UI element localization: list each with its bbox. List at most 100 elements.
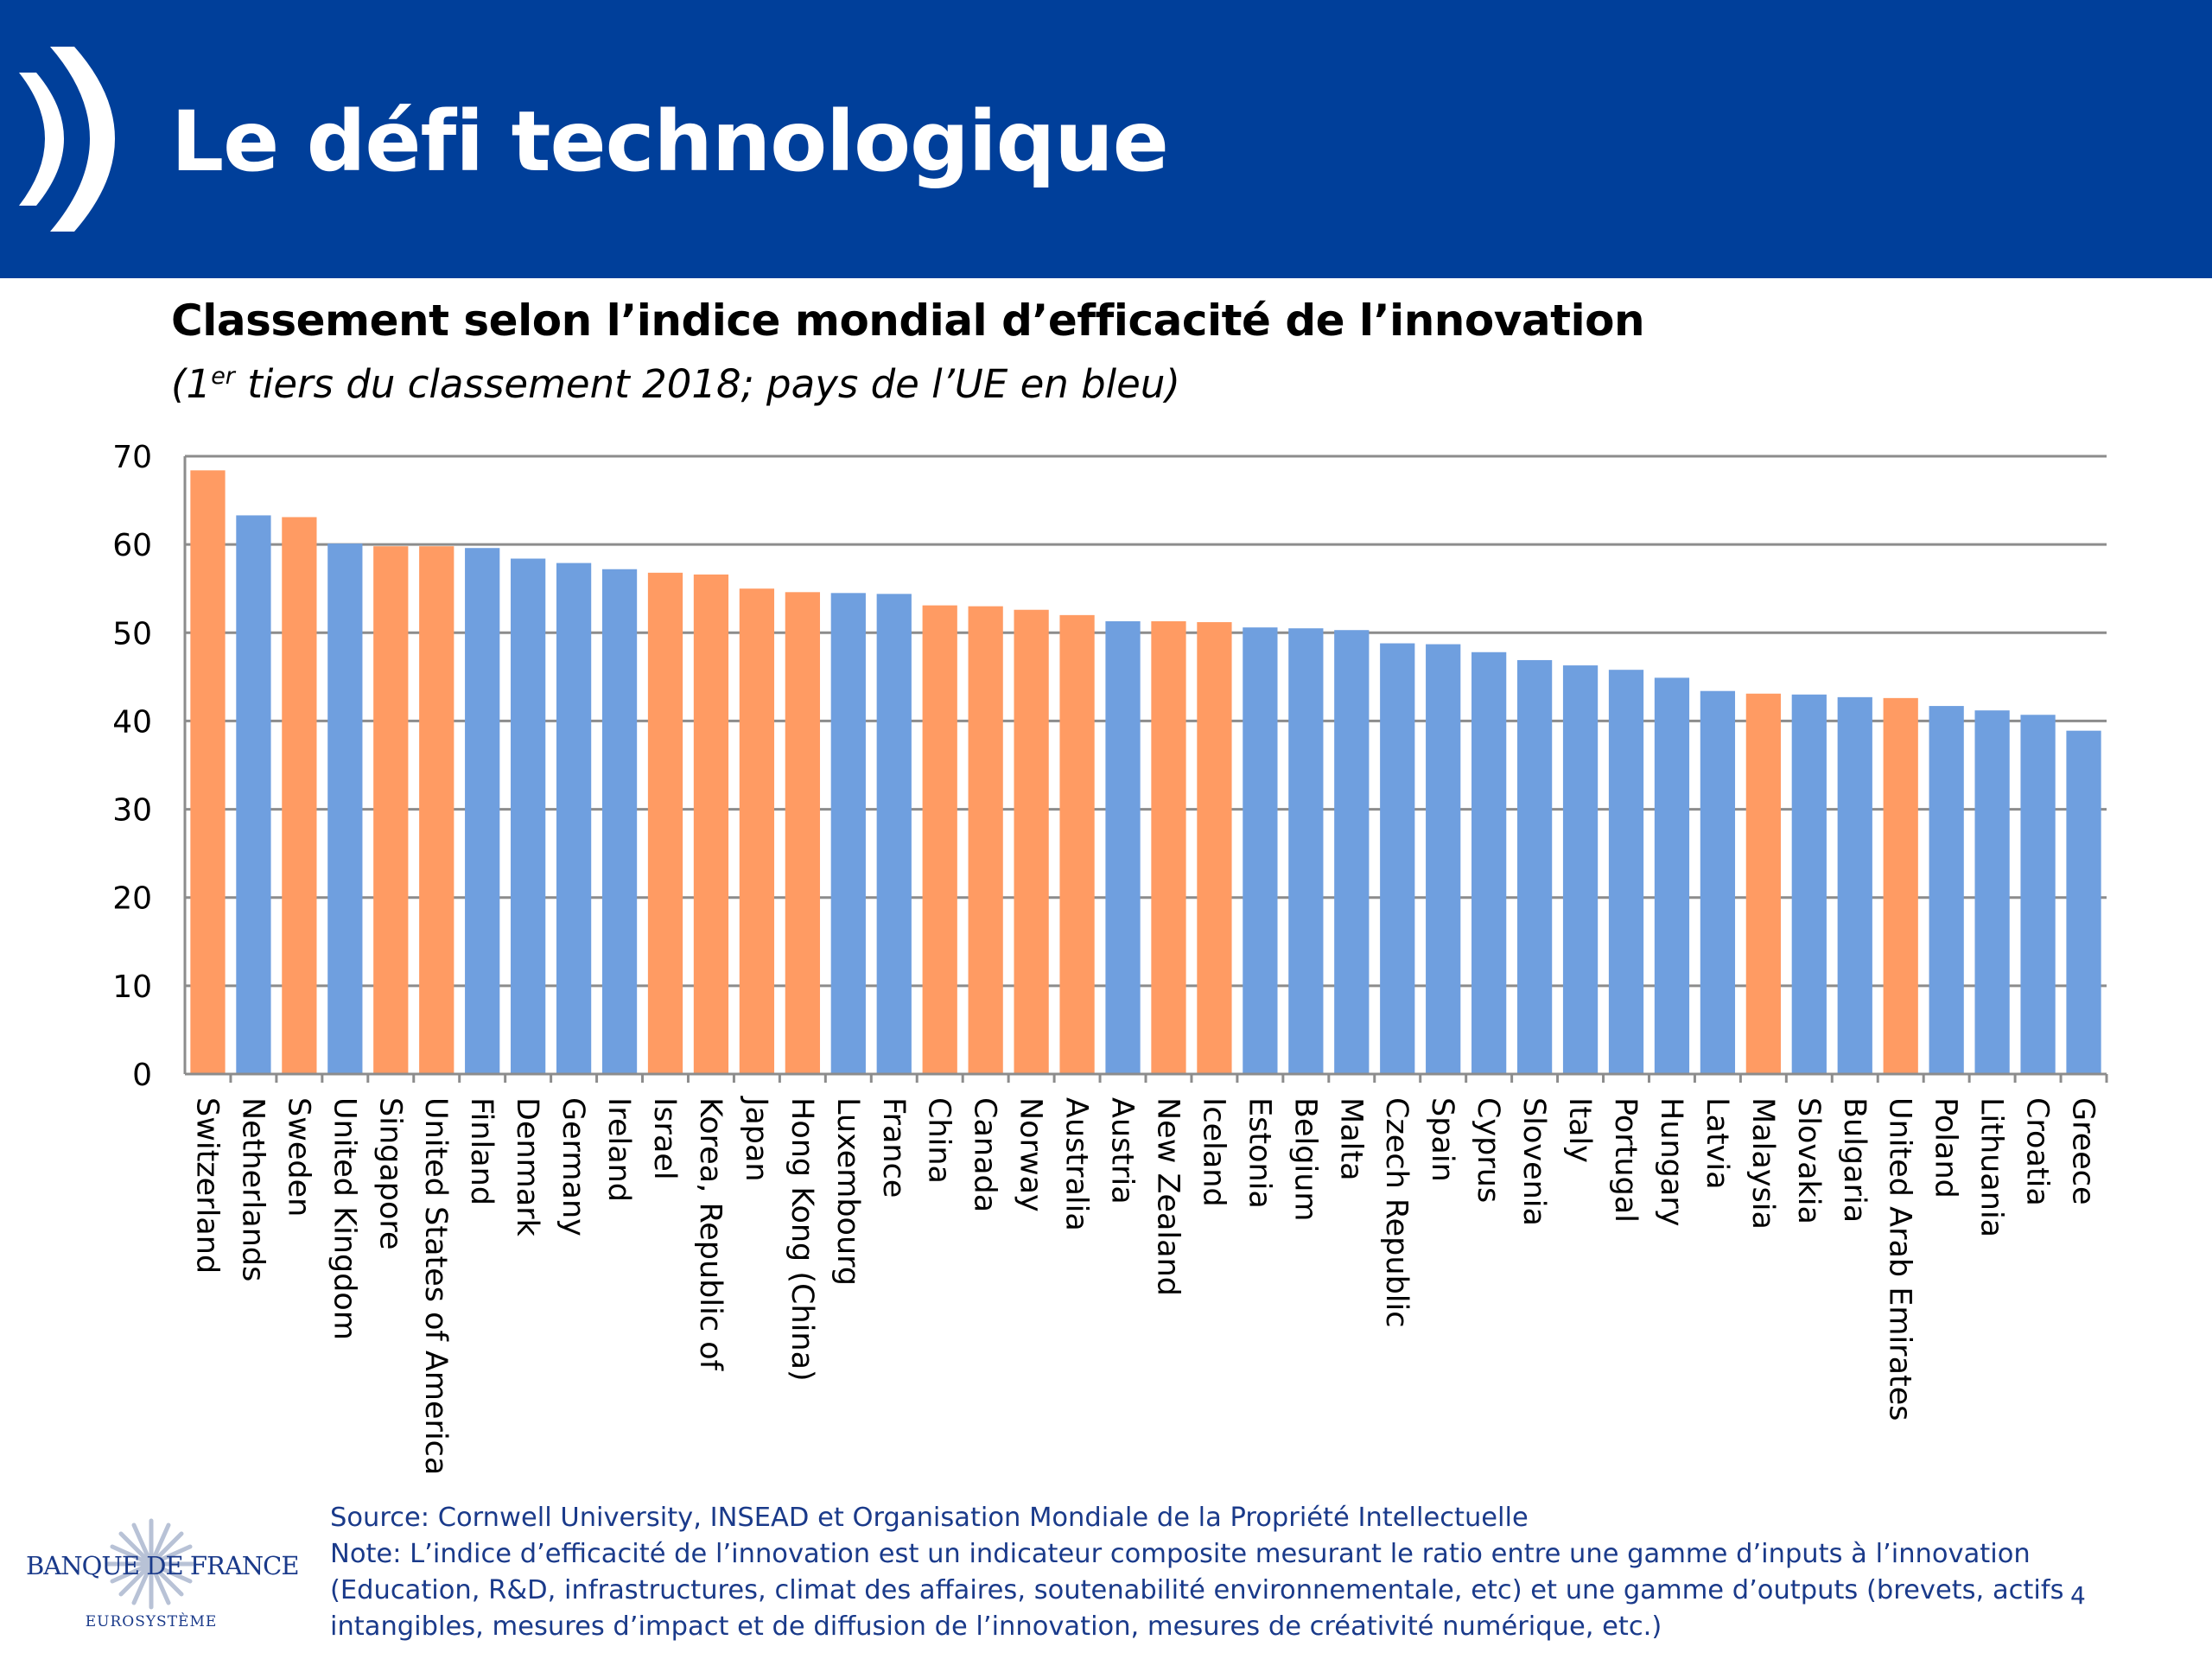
page-number: 4 — [2070, 1581, 2086, 1610]
bar — [1243, 627, 1278, 1074]
y-tick-label: 0 — [132, 1058, 152, 1093]
bar — [1700, 690, 1736, 1074]
chart-subtitle-end: tiers du classement 2018; pays de l’UE e… — [234, 361, 1180, 407]
x-tick-label: Australia — [1059, 1097, 1094, 1231]
chevron-mark-icon — [19, 47, 115, 232]
x-tick-label: Korea, Republic of — [693, 1097, 728, 1371]
bar — [647, 572, 683, 1074]
x-tick-label: France — [876, 1097, 911, 1198]
x-tick-label: Canada — [968, 1097, 1002, 1212]
x-tick-label: Norway — [1014, 1097, 1048, 1212]
bar — [1654, 677, 1690, 1074]
bar — [511, 558, 546, 1074]
bar — [1059, 614, 1095, 1074]
bank-logo: BANQUE DE FRANCE EUROSYSTÈME — [26, 1516, 300, 1646]
x-tick-label: Lithuania — [1974, 1097, 2009, 1237]
bar — [1516, 659, 1553, 1074]
bar — [922, 605, 957, 1074]
bar — [1745, 693, 1781, 1074]
x-tick-label: Sweden — [281, 1097, 315, 1217]
y-tick-label: 70 — [112, 440, 152, 475]
bar — [1608, 670, 1644, 1074]
bar — [556, 563, 592, 1074]
chart-title: Classement selon l’indice mondial d’effi… — [171, 296, 1645, 346]
x-tick-label: Israel — [647, 1097, 682, 1180]
bar — [1883, 697, 1918, 1074]
bar — [2020, 715, 2056, 1074]
x-tick-label: Denmark — [510, 1097, 544, 1237]
bar — [739, 588, 775, 1074]
x-tick-label: Estonia — [1242, 1097, 1276, 1209]
bar — [419, 546, 454, 1074]
x-tick-label: Greece — [2066, 1097, 2101, 1205]
bar — [327, 543, 363, 1074]
bar — [1380, 643, 1415, 1074]
bar-chart: 0 10 20 30 40 50 60 70 Switzerland Netherlands Swe… — [112, 440, 2108, 1475]
y-tick-label: 10 — [112, 969, 152, 1005]
bar — [785, 592, 820, 1074]
y-tick-label: 50 — [112, 616, 152, 652]
bar — [1014, 609, 1049, 1074]
bar — [2066, 730, 2101, 1074]
bar — [1288, 628, 1324, 1074]
x-tick-label: Ireland — [601, 1097, 636, 1202]
note-line: Note: L’indice d’efficacité de l’innovat… — [330, 1539, 2031, 1569]
star-burst-icon — [105, 1518, 197, 1610]
x-tick-label: Luxembourg — [830, 1097, 865, 1286]
bar — [1837, 696, 1872, 1074]
bar — [282, 517, 317, 1074]
y-tick-label: 40 — [112, 704, 152, 740]
chart-subtitle-start: (1 — [171, 361, 212, 407]
x-tick-label: Hong Kong (China) — [785, 1097, 819, 1382]
slide-header: Le défi technologique — [0, 0, 2212, 278]
x-tick-label: Slovakia — [1791, 1097, 1826, 1224]
x-tick-label: Italy — [1562, 1097, 1597, 1163]
x-tick-label: Austria — [1105, 1097, 1140, 1205]
bar — [693, 574, 729, 1074]
x-tick-label: Germany — [556, 1097, 590, 1236]
bar — [190, 470, 226, 1074]
x-tick-label: Malaysia — [1745, 1097, 1780, 1230]
bar — [601, 569, 638, 1074]
x-tick-label: Slovenia — [1516, 1097, 1551, 1226]
chart-subtitle-superscript: er — [211, 363, 235, 390]
bar — [1791, 694, 1827, 1074]
x-tick-label: Portugal — [1608, 1097, 1643, 1223]
x-tick-label: Singapore — [372, 1097, 407, 1250]
y-tick-label: 20 — [112, 881, 152, 917]
x-tick-label: Netherlands — [235, 1097, 270, 1281]
bar — [465, 548, 500, 1074]
x-tick-label: United Arab Emirates — [1883, 1097, 1917, 1421]
logo-subtitle: EUROSYSTÈME — [85, 1613, 218, 1630]
bar — [830, 593, 866, 1074]
x-tick-label: Hungary — [1654, 1097, 1688, 1226]
bar — [373, 546, 409, 1074]
x-tick-label: Malta — [1333, 1097, 1368, 1181]
x-tick-label: Japan — [739, 1096, 773, 1182]
x-tick-label: Poland — [1929, 1097, 1963, 1198]
x-tick-label: Spain — [1425, 1097, 1459, 1182]
bar — [1334, 630, 1370, 1074]
x-tick-label: Belgium — [1287, 1097, 1322, 1222]
x-tick-label: Iceland — [1196, 1097, 1230, 1207]
source-text: Source: Cornwell University, INSEAD et O… — [330, 1503, 1529, 1533]
x-tick-label: Latvia — [1700, 1097, 1734, 1190]
x-tick-label: Czech Republic — [1379, 1097, 1414, 1327]
bar — [1974, 710, 2010, 1074]
chart-subtitle: (1er tiers du classement 2018; pays de l… — [171, 361, 1180, 407]
bar — [968, 606, 1003, 1074]
footer-notes: Source: Cornwell University, INSEAD et O… — [330, 1500, 2063, 1645]
x-tick-label: United States of America — [418, 1097, 453, 1475]
x-tick-label: Switzerland — [189, 1097, 224, 1274]
bar — [1151, 621, 1186, 1074]
bar — [1426, 644, 1461, 1074]
page-title: Le défi technologique — [171, 93, 1169, 190]
bar — [1105, 621, 1141, 1074]
x-tick-label: Cyprus — [1471, 1097, 1505, 1203]
note-line: (Education, R&D, infrastructures, climat… — [330, 1575, 2064, 1605]
logo-name: BANQUE DE FRANCE — [26, 1551, 300, 1580]
x-tick-label: China — [922, 1097, 957, 1184]
x-tick-label: Finland — [464, 1097, 499, 1205]
x-tick-label: United Kingdom — [327, 1097, 361, 1340]
x-tick-label: New Zealand — [1150, 1097, 1185, 1296]
